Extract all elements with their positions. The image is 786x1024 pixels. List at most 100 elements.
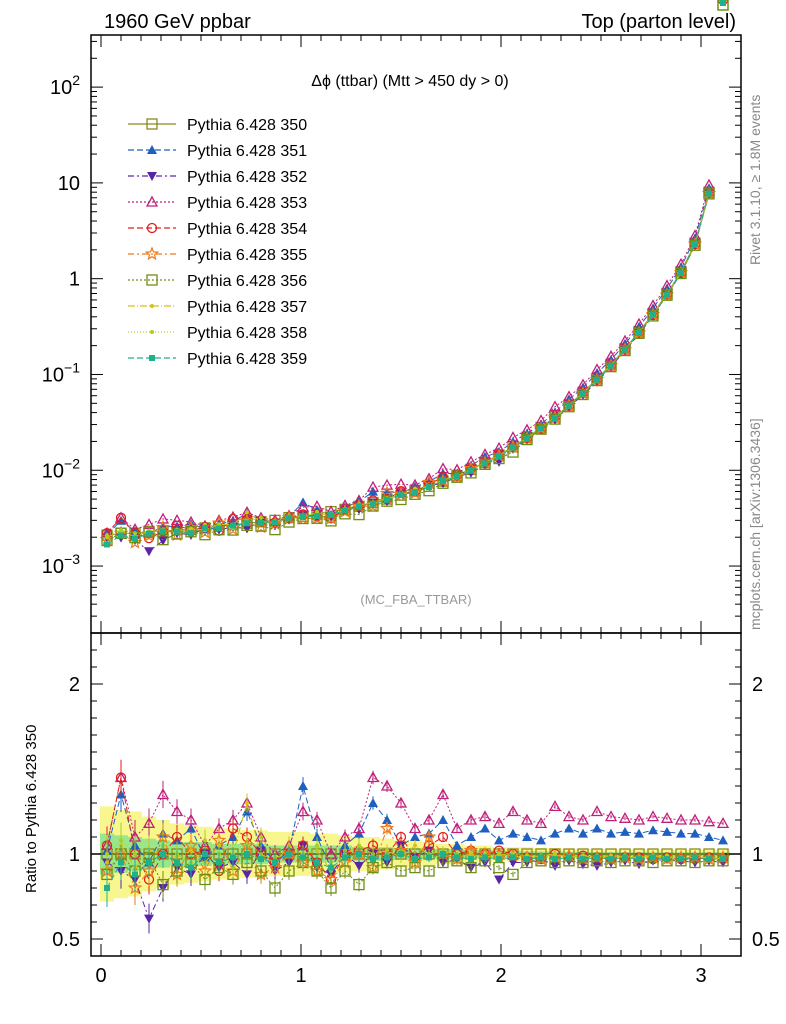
ratio-point [618,811,632,823]
ratio-point [328,864,334,871]
data-point [342,507,348,514]
ratio-point [692,854,698,861]
data-point [496,453,502,460]
series-main-10 [104,0,726,548]
ratio-point [412,856,418,863]
ratio-point [296,805,310,817]
ratio-point [564,823,574,833]
legend-label: Pythia 6.428 355 [187,247,307,264]
data-point [366,480,380,492]
ratio-point [660,811,674,823]
data-point [608,362,614,369]
ratio-point [356,851,362,857]
data-point [717,0,729,11]
data-point [297,512,309,525]
y-tick-base: 1 [69,269,80,291]
ratio-point [339,865,351,877]
ratio-point [312,832,322,841]
ratio-point [492,817,506,829]
ratio-point [716,817,730,829]
ratio-point [524,856,530,863]
data-point [258,520,264,527]
ratio-ylabel: Ratio to Pythia 6.428 350 [23,725,40,893]
ratio-point [538,854,544,861]
ratio-point [119,838,123,843]
ratio-point [133,852,137,856]
ratio-point [353,878,365,891]
ratio-point [578,828,588,838]
ratio-point [494,835,504,845]
ratio-point [422,813,436,825]
ratio-point [188,864,194,871]
legend-label: Pythia 6.428 356 [187,273,307,290]
ratio-point [118,859,124,866]
data-point [633,327,645,339]
ratio-point [105,852,109,856]
ratio-point [352,822,366,834]
data-point [479,458,491,471]
data-point [454,473,460,480]
legend-marker [150,304,154,308]
data-point [189,526,193,531]
y-tick-base: 10 [42,556,64,578]
y-tick-label: 10 [58,173,80,195]
data-point [720,0,726,6]
ratio-point [522,832,532,841]
legend-label: Pythia 6.428 359 [187,351,307,368]
data-point [202,524,208,531]
ratio-point [398,851,404,857]
data-point [119,528,123,533]
data-point [328,512,334,519]
ratio-point [408,822,422,834]
data-point [692,240,698,247]
ratio-point [174,859,180,866]
data-point [703,188,715,200]
ratio-point [634,860,644,870]
ratio-point [636,856,642,863]
data-point [426,484,432,491]
header-left: 1960 GeV ppbar [104,11,251,33]
y-tick-base: 10 [42,364,64,386]
data-point [160,528,166,535]
ratio-point [132,871,138,878]
data-point [286,514,292,521]
ratio-y-tick-label: 2 [69,674,80,696]
ratio-point [720,856,726,863]
ratio-point [706,856,712,863]
ratio-point [338,830,352,842]
ratio-point [622,854,628,861]
ratio-y-tick-label: 1 [69,844,80,866]
ratio-point [702,815,716,827]
ratio-y-tick-label: 0.5 [52,929,80,951]
ratio-point [650,854,656,861]
data-point [706,190,712,197]
data-point [412,489,418,496]
ratio-point [310,813,324,825]
legend-label: Pythia 6.428 354 [187,221,307,238]
data-point [259,515,263,520]
data-point [622,346,628,353]
data-point [105,533,109,538]
ratio-point [493,861,505,874]
ratio-point [366,771,380,783]
legend-marker [146,274,158,286]
ratio-point [466,832,476,841]
legend-marker [144,246,160,261]
ratio-point [676,828,686,838]
data-point [689,239,701,251]
ratio-point [384,854,390,861]
ratio-point [534,817,548,829]
data-point [132,535,138,542]
ratio-point [395,831,407,843]
data-point [365,498,381,513]
data-point [170,514,184,525]
legend-label: Pythia 6.428 352 [187,169,307,186]
legend-label: Pythia 6.428 353 [187,195,307,212]
ratio-y-tick-label-right: 1 [752,844,763,866]
ratio-point [325,882,337,894]
legend-label: Pythia 6.428 358 [187,325,307,342]
data-point [104,541,110,548]
ratio-point [566,854,572,861]
ratio-point [464,813,478,825]
ratio-point [580,856,586,863]
